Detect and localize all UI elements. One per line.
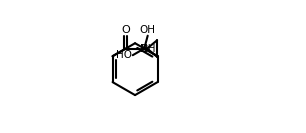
- Text: OH: OH: [140, 25, 156, 35]
- Text: NH: NH: [140, 43, 156, 54]
- Text: O: O: [121, 25, 130, 35]
- Text: HO: HO: [116, 50, 132, 60]
- Text: B: B: [140, 43, 148, 54]
